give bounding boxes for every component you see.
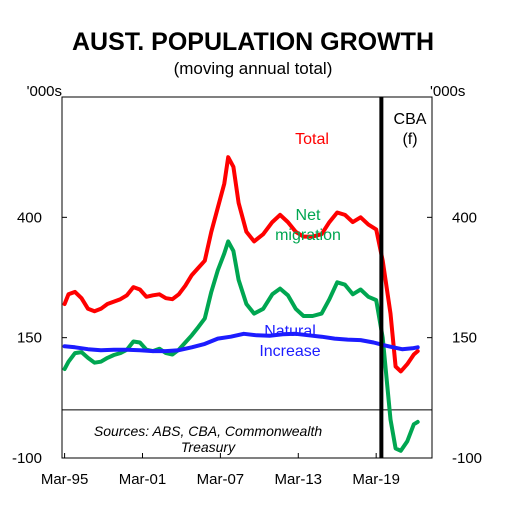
y-tick-label-left: -100: [12, 450, 42, 467]
series-label-net-migration: migration: [275, 227, 341, 244]
series-label-natural-increase: Natural: [264, 323, 316, 340]
forecast-label: CBA: [394, 111, 427, 128]
series-line-total: [62, 155, 420, 374]
y-tick-label-right: 400: [452, 209, 477, 226]
source-note: Treasury: [181, 439, 236, 455]
series-line-natural-increase: [62, 331, 420, 354]
y-unit-left: '000s: [27, 83, 62, 100]
y-tick-label-left: 400: [17, 209, 42, 226]
x-tick-label: Mar-01: [119, 471, 167, 488]
forecast-label: (f): [402, 131, 417, 148]
plot-area-frame: [61, 96, 433, 459]
x-tick-label: Mar-13: [275, 471, 323, 488]
source-note: Sources: ABS, CBA, Commonwealth: [94, 423, 322, 439]
series-label-natural-increase: Increase: [259, 343, 320, 360]
y-tick-label-right: 150: [452, 330, 477, 347]
y-tick-label-right: -100: [452, 450, 482, 467]
y-unit-right: '000s: [430, 83, 465, 100]
x-tick-label: Mar-19: [352, 471, 400, 488]
x-tick-label: Mar-07: [197, 471, 245, 488]
x-tick-label: Mar-95: [41, 471, 89, 488]
chart-subtitle: (moving annual total): [174, 59, 333, 78]
chart-title: AUST. POPULATION GROWTH: [72, 28, 434, 56]
y-tick-label-left: 150: [17, 330, 42, 347]
series-line-net-migration: [62, 239, 420, 453]
series-label-net-migration: Net: [296, 207, 321, 224]
series-label-total: Total: [295, 131, 329, 148]
